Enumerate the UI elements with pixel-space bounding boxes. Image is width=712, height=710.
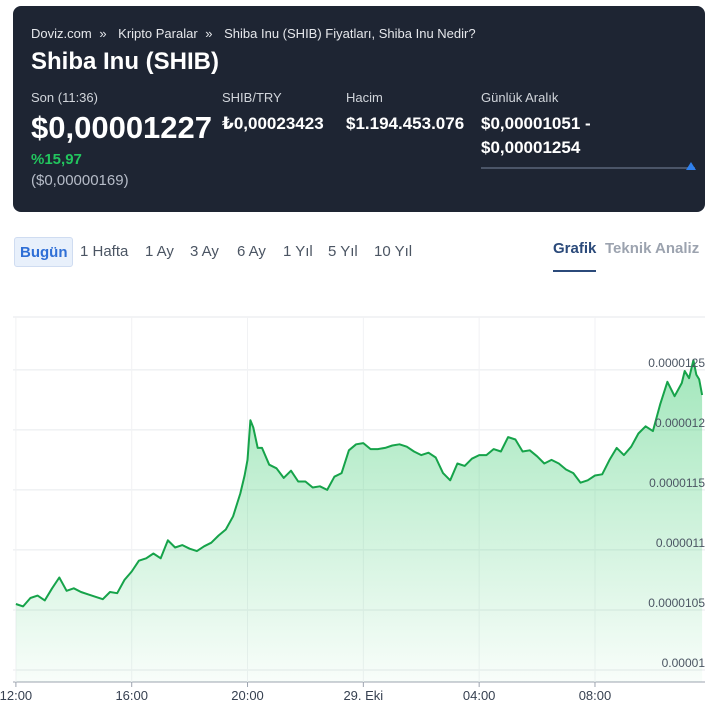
breadcrumb-current-page[interactable]: Shiba Inu (SHIB) Fiyatları, Shiba Inu Ne… (224, 26, 476, 41)
volume-label: Hacim (346, 90, 383, 105)
x-tick-label: 16:00 (115, 688, 148, 703)
y-tick-label: 0.00001 (662, 656, 706, 670)
price-area-fill (15, 360, 703, 682)
daily-range-bar (481, 167, 695, 169)
x-tick-label: 29. Eki (343, 688, 383, 703)
breadcrumb-separator: » (205, 26, 213, 41)
y-tick-label: 0.000012 (655, 416, 705, 430)
daily-range-low: $0,00001051 - (481, 114, 591, 133)
period-tab-1-year[interactable]: 1 Yıl (283, 243, 313, 260)
period-tab-today[interactable]: Bugün (14, 237, 74, 267)
last-price-label: Son (11:36) (31, 90, 98, 105)
try-price-value: ₺0,00023423 (222, 114, 324, 133)
y-tick-label: 0.0000125 (648, 356, 705, 370)
change-absolute: ($0,00000169) (31, 172, 129, 189)
breadcrumb-home-link[interactable]: Doviz.com (31, 26, 92, 41)
breadcrumb-separator: » (99, 26, 107, 41)
daily-range-high: $0,00001254 (481, 138, 581, 157)
period-tab-6-months[interactable]: 6 Ay (237, 243, 266, 260)
breadcrumb: Doviz.com » Kripto Paralar » Shiba Inu (… (31, 26, 476, 41)
volume-value: $1.194.453.076 (346, 114, 465, 133)
period-tab-1-month[interactable]: 1 Ay (145, 243, 174, 260)
breadcrumb-crypto-link[interactable]: Kripto Paralar (118, 26, 198, 41)
tab-chart[interactable]: Grafik (553, 240, 597, 257)
price-chart[interactable]: 0.0000125 0.000012 0.0000115 0.000011 0.0000… (0, 300, 712, 710)
period-tab-5-years[interactable]: 5 Yıl (328, 243, 358, 260)
daily-range-label: Günlük Aralık (481, 90, 559, 105)
price-line (15, 359, 704, 608)
y-tick-label: 0.000011 (656, 536, 705, 550)
y-tick-label: 0.0000105 (648, 596, 705, 610)
x-tick-label: 08:00 (579, 688, 612, 703)
last-price-value: $0,00001227 (31, 110, 213, 145)
y-tick-label: 0.0000115 (649, 476, 705, 490)
quote-header-card: Doviz.com » Kripto Paralar » Shiba Inu (… (13, 6, 705, 212)
period-tab-3-months[interactable]: 3 Ay (190, 243, 219, 260)
period-tab-1-week[interactable]: 1 Hafta (80, 243, 129, 260)
try-price-label: SHIB/TRY (222, 90, 282, 105)
active-tab-underline (553, 270, 596, 272)
tab-technical-analysis[interactable]: Teknik Analiz (605, 240, 700, 257)
x-tick-label: 04:00 (463, 688, 496, 703)
x-tick-label: 12:00 (0, 688, 32, 703)
range-marker-icon (685, 162, 696, 170)
page-title: Shiba Inu (SHIB) (31, 48, 219, 75)
period-tab-10-years[interactable]: 10 Yıl (374, 243, 413, 260)
x-tick-label: 20:00 (231, 688, 264, 703)
change-percent: %15,97 (31, 151, 82, 168)
